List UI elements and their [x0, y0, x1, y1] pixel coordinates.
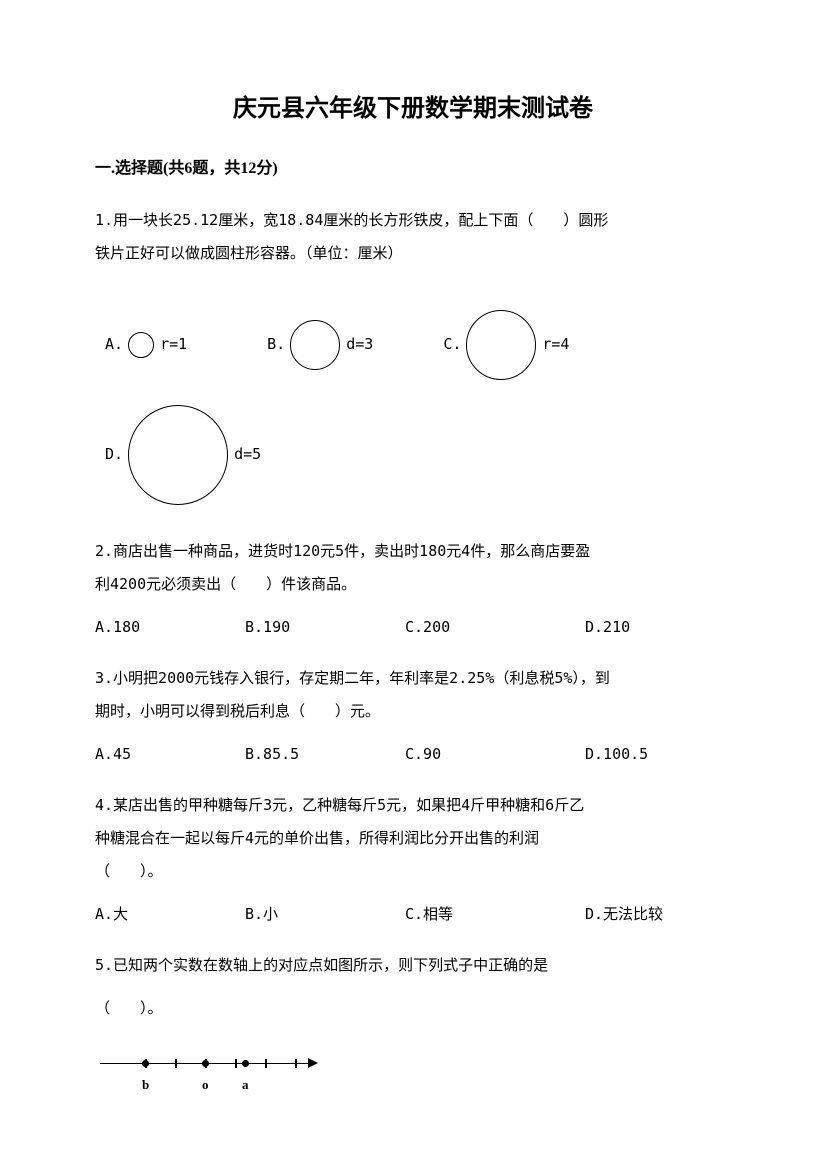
question-5: 5.已知两个实数在数轴上的对应点如图所示，则下列式子中正确的是 （ ）。 boa [95, 949, 731, 1085]
q1-choice-b: B. d=3 [267, 320, 373, 370]
q4-option-b: B.小 [245, 898, 405, 931]
number-line-tick [265, 1059, 267, 1068]
q4-text-line3: （ ）。 [95, 855, 731, 888]
q1-choice-c: C. r=4 [443, 310, 569, 380]
q3-option-a: A.45 [95, 738, 245, 771]
q3-option-b: B.85.5 [245, 738, 405, 771]
circle-icon-d [128, 405, 228, 505]
q1-choice-d-label: D. [105, 438, 123, 471]
q2-options: A.180 B.190 C.200 D.210 [95, 611, 731, 644]
number-line-tick [295, 1059, 297, 1068]
q1-choice-a-label: A. [105, 328, 123, 361]
q2-text-line2: 利4200元必须卖出（ ）件该商品。 [95, 568, 731, 601]
q1-text-line2: 铁片正好可以做成圆柱形容器。（单位：厘米） [95, 237, 731, 270]
q1-choice-d-text: d=5 [234, 438, 261, 471]
q3-text-line2: 期时，小明可以得到税后利息（ ）元。 [95, 695, 731, 728]
q1-choice-a-text: r=1 [160, 328, 187, 361]
arrow-right-icon [308, 1058, 318, 1068]
question-1: 1.用一块长25.12厘米，宽18.84厘米的长方形铁皮，配上下面（ ）圆形 铁… [95, 204, 731, 505]
q3-options: A.45 B.85.5 C.90 D.100.5 [95, 738, 731, 771]
number-line-label-b: b [142, 1071, 149, 1100]
number-line-point-a [242, 1060, 249, 1067]
question-3: 3.小明把2000元钱存入银行，存定期二年，年利率是2.25%（利息税5%），到… [95, 662, 731, 771]
q5-text-line2: （ ）。 [95, 992, 731, 1025]
circle-icon-b [290, 320, 340, 370]
question-2: 2.商店出售一种商品，进货时120元5件，卖出时180元4件，那么商店要盈 利4… [95, 535, 731, 644]
page-title: 庆元县六年级下册数学期末测试卷 [95, 90, 731, 128]
number-line-label-a: a [242, 1071, 249, 1100]
q1-text-line1: 1.用一块长25.12厘米，宽18.84厘米的长方形铁皮，配上下面（ ）圆形 [95, 204, 731, 237]
q2-option-b: B.190 [245, 611, 405, 644]
q4-options: A.大 B.小 C.相等 D.无法比较 [95, 898, 731, 931]
q4-option-d: D.无法比较 [585, 898, 663, 931]
q2-option-c: C.200 [405, 611, 585, 644]
circle-icon-c [466, 310, 536, 380]
q4-text-line1: 4.某店出售的甲种糖每斤3元，乙种糖每斤5元，如果把4斤甲种糖和6斤乙 [95, 789, 731, 822]
q1-choice-d: D. d=5 [105, 405, 261, 505]
q4-option-c: C.相等 [405, 898, 585, 931]
number-line-point-o [202, 1060, 209, 1067]
q2-option-d: D.210 [585, 611, 630, 644]
number-line-label-o: o [202, 1071, 209, 1100]
question-4: 4.某店出售的甲种糖每斤3元，乙种糖每斤5元，如果把4斤甲种糖和6斤乙 种糖混合… [95, 789, 731, 931]
q5-text-line1: 5.已知两个实数在数轴上的对应点如图所示，则下列式子中正确的是 [95, 949, 731, 982]
number-line-point-b [142, 1060, 149, 1067]
q1-choice-c-label: C. [443, 328, 461, 361]
circle-icon-a [128, 332, 154, 358]
q3-text-line1: 3.小明把2000元钱存入银行，存定期二年，年利率是2.25%（利息税5%），到 [95, 662, 731, 695]
q3-option-c: C.90 [405, 738, 585, 771]
section-1-header: 一.选择题(共6题，共12分) [95, 156, 731, 182]
q1-choice-c-text: r=4 [542, 328, 569, 361]
q3-option-d: D.100.5 [585, 738, 648, 771]
q1-choice-b-text: d=3 [346, 328, 373, 361]
number-line-diagram: boa [100, 1055, 731, 1085]
number-line-tick [175, 1059, 177, 1068]
q1-choice-b-label: B. [267, 328, 285, 361]
number-line-tick [235, 1059, 237, 1068]
q4-option-a: A.大 [95, 898, 245, 931]
q1-choice-a: A. r=1 [105, 328, 187, 361]
q2-text-line1: 2.商店出售一种商品，进货时120元5件，卖出时180元4件，那么商店要盈 [95, 535, 731, 568]
q2-option-a: A.180 [95, 611, 245, 644]
q4-text-line2: 种糖混合在一起以每斤4元的单价出售，所得利润比分开出售的利润 [95, 822, 731, 855]
